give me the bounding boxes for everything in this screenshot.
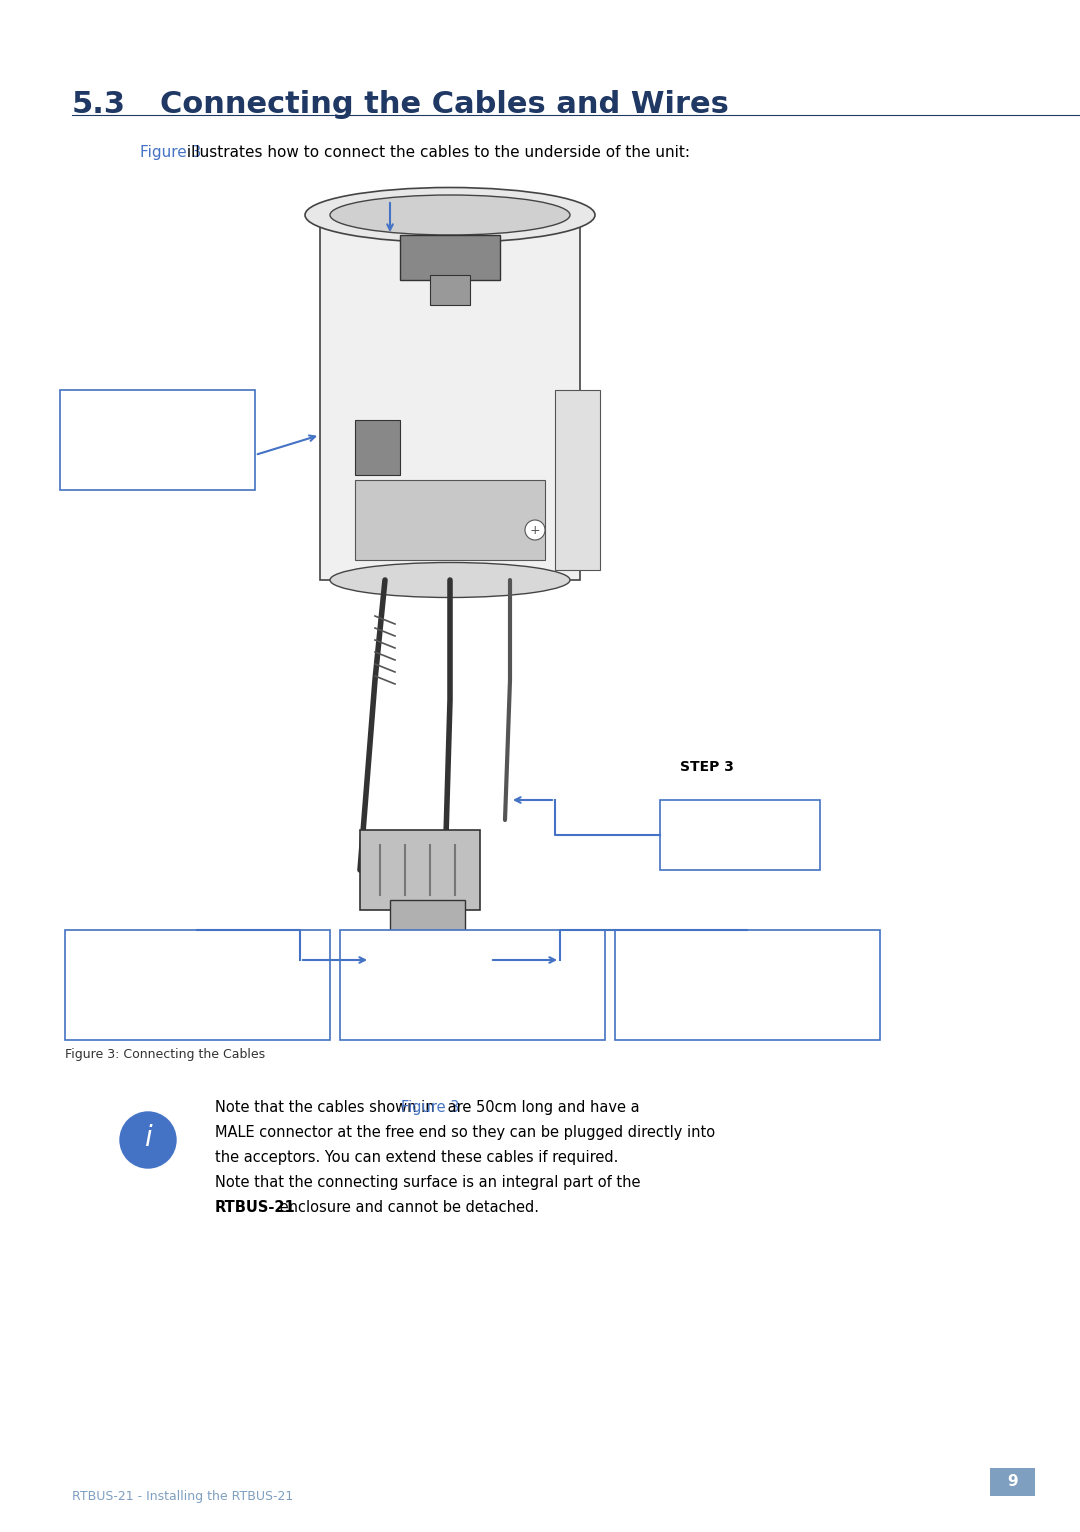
Text: Connecting the Cables and Wires: Connecting the Cables and Wires xyxy=(160,90,729,119)
Text: STEP 3: STEP 3 xyxy=(680,760,734,774)
Text: illustrates how to connect the cables to the underside of the unit:: illustrates how to connect the cables to… xyxy=(183,146,690,159)
Text: Note that the connecting surface is an integral part of the: Note that the connecting surface is an i… xyxy=(215,1175,640,1190)
Text: STEP 1: STEP 1 xyxy=(108,970,162,984)
Bar xyxy=(320,214,580,581)
Bar xyxy=(355,480,545,561)
Text: +: + xyxy=(529,524,540,536)
Text: are 50cm long and have a: are 50cm long and have a xyxy=(443,1100,639,1115)
Text: MALE connector at the free end so they can be plugged directly into: MALE connector at the free end so they c… xyxy=(215,1124,715,1140)
FancyBboxPatch shape xyxy=(340,930,605,1040)
Ellipse shape xyxy=(305,187,595,242)
Text: 9: 9 xyxy=(1008,1474,1017,1489)
FancyBboxPatch shape xyxy=(660,800,820,870)
Bar xyxy=(990,1468,1035,1497)
Text: RTBUS-21: RTBUS-21 xyxy=(215,1200,296,1215)
Text: Figure 3: Connecting the Cables: Figure 3: Connecting the Cables xyxy=(65,1048,265,1062)
Text: Figure 3: Figure 3 xyxy=(401,1100,459,1115)
Text: 5.3: 5.3 xyxy=(72,90,126,119)
Text: i: i xyxy=(144,1124,152,1152)
Bar xyxy=(555,391,600,570)
Circle shape xyxy=(120,1112,176,1167)
Bar xyxy=(390,899,465,941)
Text: Figure 3: Figure 3 xyxy=(140,146,201,159)
Text: STEP 2: STEP 2 xyxy=(108,391,162,404)
Ellipse shape xyxy=(330,195,570,234)
Bar xyxy=(360,830,480,910)
Text: Note that the cables shown in: Note that the cables shown in xyxy=(215,1100,440,1115)
Text: Connect the
power cable.: Connect the power cable. xyxy=(669,807,762,841)
FancyBboxPatch shape xyxy=(615,930,880,1040)
Ellipse shape xyxy=(330,562,570,597)
Text: 2. Connect the VGA
15-pin HD connector
to the acceptor.: 2. Connect the VGA 15-pin HD connector t… xyxy=(348,938,499,988)
Text: Connect the
network cable
to the RJ-45
connector.: Connect the network cable to the RJ-45 c… xyxy=(68,398,172,466)
Text: RTBUS-21 - Installing the RTBUS-21: RTBUS-21 - Installing the RTBUS-21 xyxy=(72,1491,294,1503)
FancyBboxPatch shape xyxy=(65,930,330,1040)
Text: enclosure and cannot be detached.: enclosure and cannot be detached. xyxy=(275,1200,539,1215)
FancyBboxPatch shape xyxy=(60,391,255,490)
Circle shape xyxy=(525,519,545,539)
Bar xyxy=(400,234,500,280)
Text: the acceptors. You can extend these cables if required.: the acceptors. You can extend these cabl… xyxy=(215,1151,619,1164)
Text: 1. Connect the unbalanced
stereo audio 3.5mm mini
jack to the acceptor.: 1. Connect the unbalanced stereo audio 3… xyxy=(73,938,271,988)
Bar xyxy=(355,420,400,475)
Text: 3. Connect the
HDMI connector to
the acceptor.: 3. Connect the HDMI connector to the acc… xyxy=(623,938,759,988)
Bar xyxy=(430,276,470,305)
